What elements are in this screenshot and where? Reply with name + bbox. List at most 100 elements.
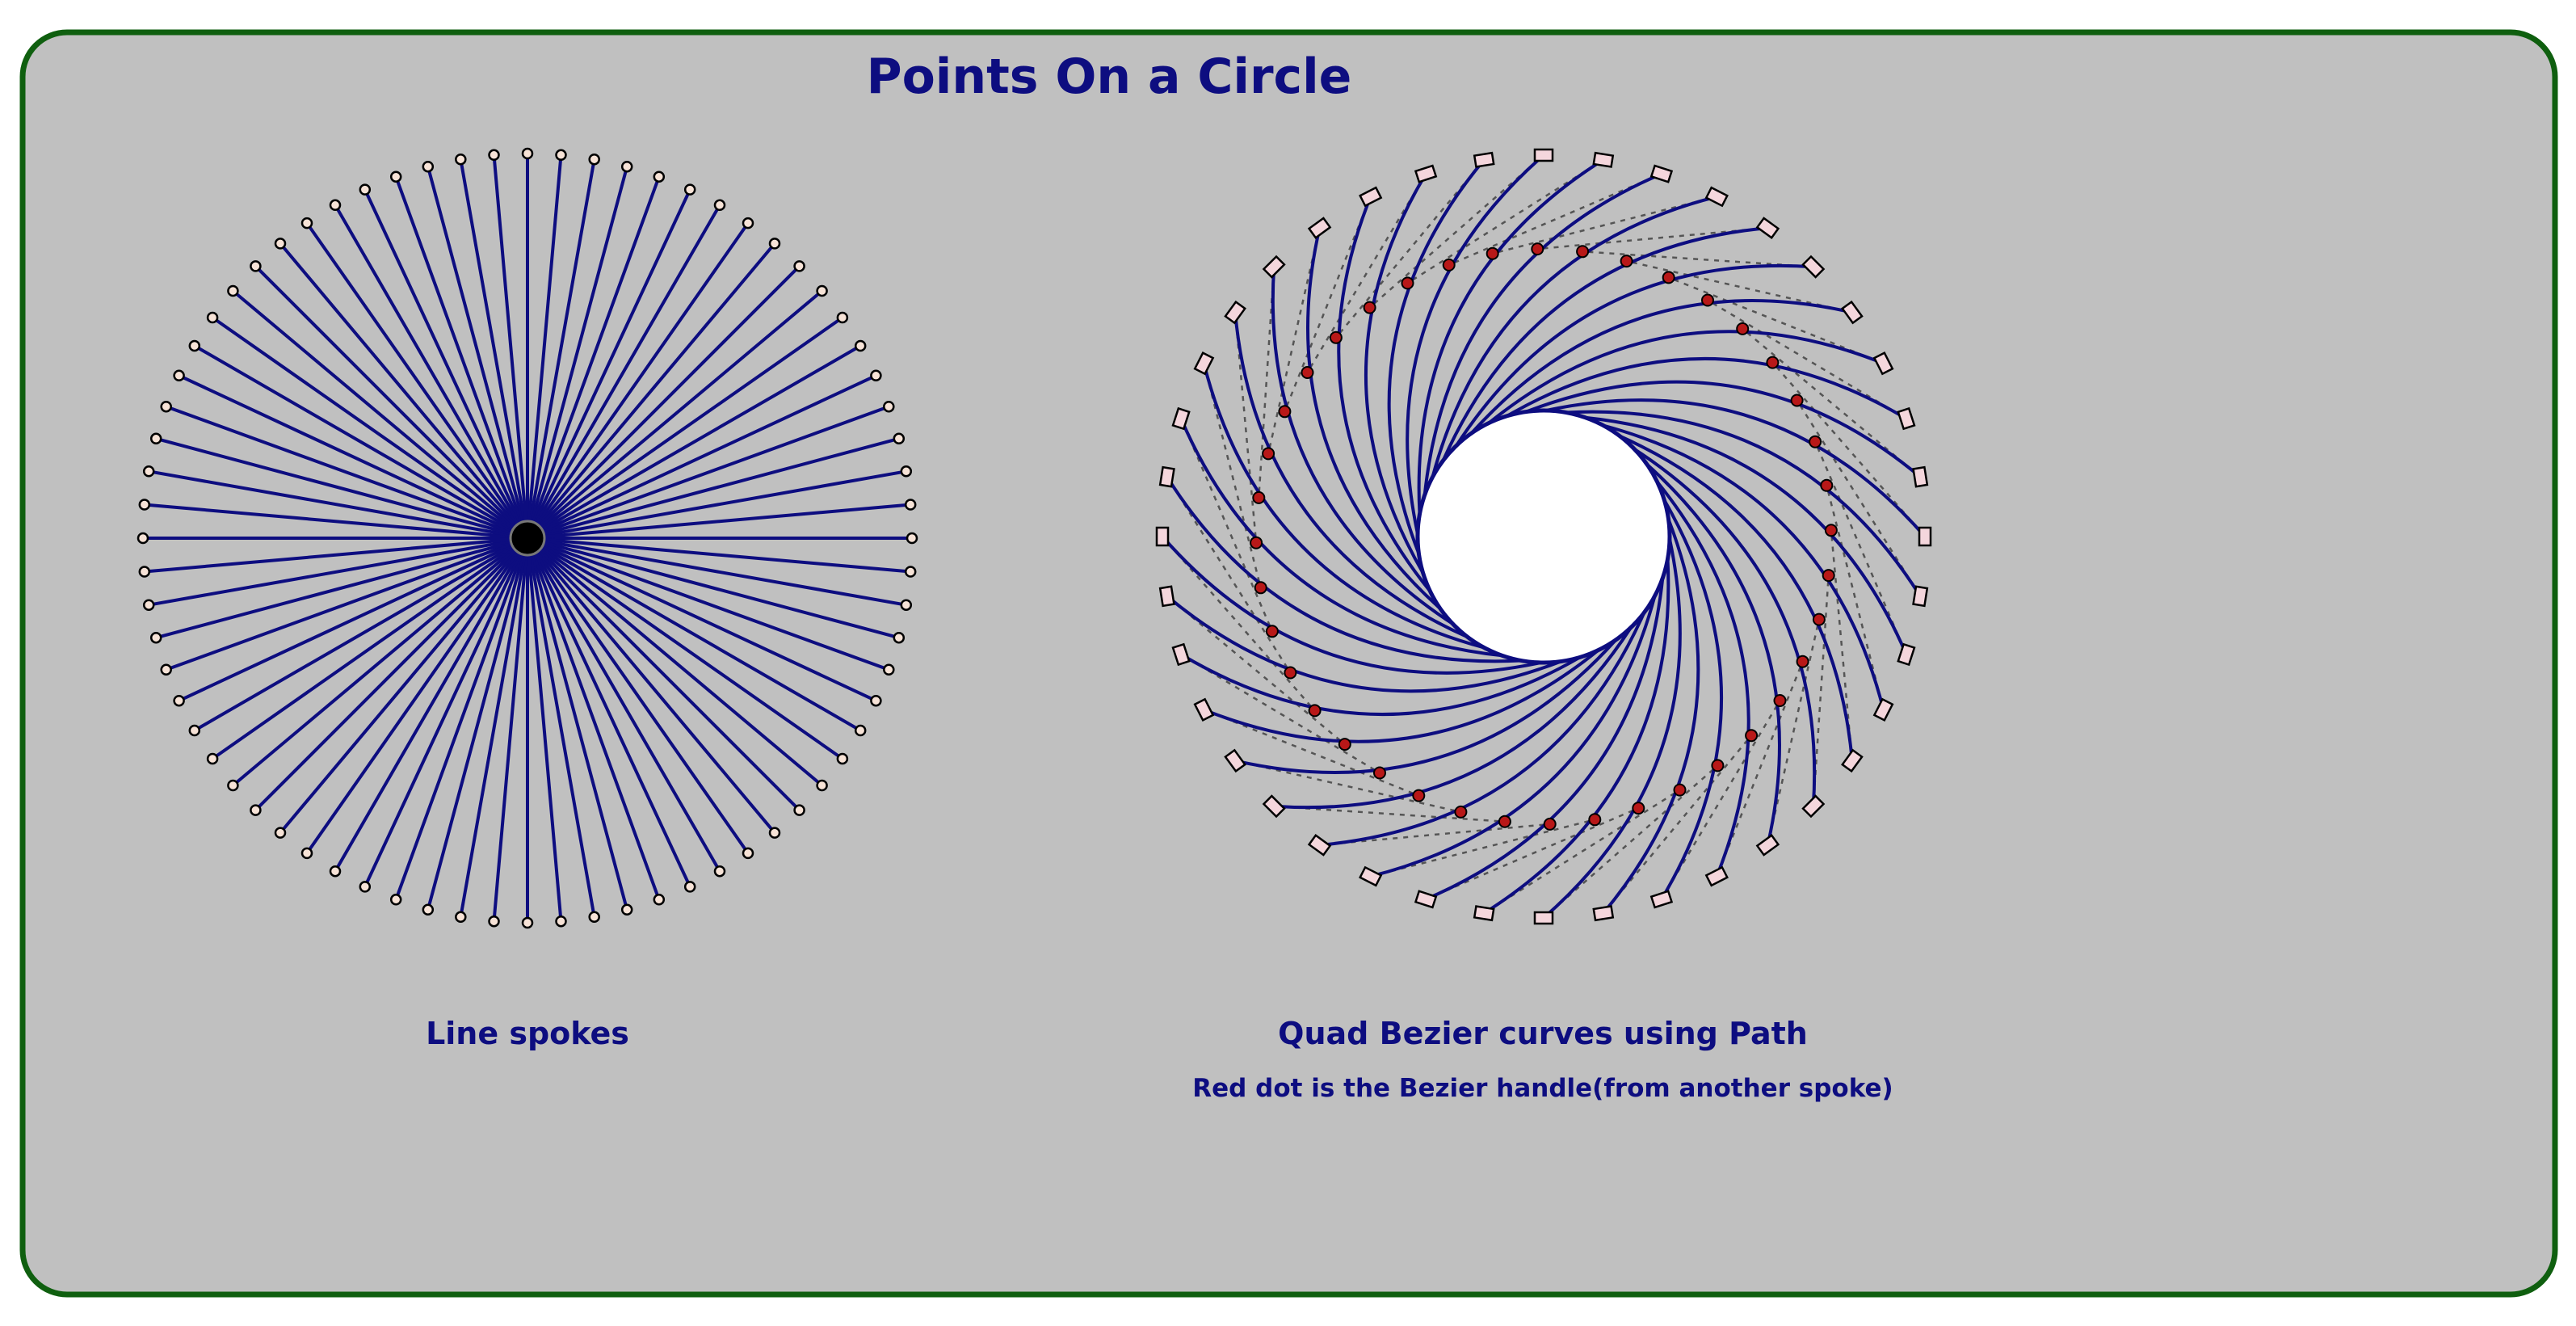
spoke-line bbox=[211, 537, 529, 760]
spoke-line bbox=[527, 436, 900, 540]
endpoint-marker bbox=[1155, 526, 1170, 547]
spoke-endpoint bbox=[188, 339, 201, 352]
spoke-line bbox=[527, 373, 877, 540]
endpoint-marker bbox=[1224, 300, 1246, 325]
spoke-line bbox=[394, 537, 529, 900]
endpoint-marker bbox=[1533, 911, 1554, 925]
spoke-line bbox=[527, 469, 907, 540]
spoke-line bbox=[155, 537, 528, 640]
bezier-handle-dot bbox=[1822, 569, 1835, 583]
bezier-curve bbox=[1161, 535, 1542, 675]
spoke-endpoint bbox=[455, 153, 467, 166]
spoke-endpoint bbox=[854, 339, 867, 352]
spoke-line bbox=[193, 537, 529, 732]
spoke-line bbox=[526, 188, 692, 539]
endpoint-markers bbox=[1155, 148, 1932, 925]
spoke-endpoint bbox=[149, 432, 162, 445]
bezier-handle-dot bbox=[1284, 666, 1297, 680]
spoke-line bbox=[526, 221, 750, 540]
spoke-endpoint bbox=[488, 149, 500, 162]
spoke-line bbox=[527, 537, 889, 671]
spoke-endpoint bbox=[142, 599, 155, 611]
spoke-endpoint bbox=[138, 499, 151, 511]
handle-guide-line bbox=[1796, 399, 1922, 597]
handle-guide-line bbox=[1767, 619, 1821, 846]
hub-dot bbox=[509, 520, 546, 557]
endpoint-marker bbox=[1872, 351, 1894, 376]
spoke-endpoint bbox=[588, 153, 600, 166]
spoke-line bbox=[526, 537, 862, 732]
spoke-line bbox=[526, 158, 596, 539]
bezier-curve bbox=[1602, 519, 1700, 915]
handle-guide-line bbox=[1742, 327, 1922, 478]
spoke-line bbox=[178, 537, 528, 703]
bezier-handle-dot bbox=[1543, 817, 1557, 831]
spoke-endpoint bbox=[713, 865, 726, 878]
spoke-endpoint bbox=[160, 400, 172, 413]
spoke-endpoint bbox=[137, 532, 149, 545]
bezier-curve bbox=[1166, 595, 1561, 693]
spoke-line bbox=[492, 537, 529, 922]
bezier-curve bbox=[1233, 312, 1469, 639]
endpoint-marker bbox=[1158, 585, 1175, 608]
spoke-endpoint bbox=[620, 903, 633, 916]
handle-guide-line bbox=[1179, 418, 1274, 632]
spoke-endpoint bbox=[683, 881, 696, 893]
spoke-endpoint bbox=[904, 566, 917, 578]
spoke-line bbox=[254, 264, 529, 540]
handle-dots bbox=[1250, 242, 1838, 831]
spoke-endpoint bbox=[188, 724, 201, 737]
handle-guide-line bbox=[1425, 806, 1639, 901]
spoke-line bbox=[527, 537, 911, 574]
bezier-handle-dot bbox=[1796, 655, 1809, 668]
bezier-handle-dot bbox=[1701, 293, 1714, 307]
bezier-curve bbox=[1370, 596, 1657, 878]
endpoint-marker bbox=[1171, 406, 1191, 431]
endpoint-marker bbox=[1897, 642, 1916, 667]
spoke-line bbox=[526, 537, 629, 911]
bezier-curve bbox=[1526, 380, 1922, 478]
spoke-line bbox=[526, 242, 776, 540]
spoke-endpoint bbox=[142, 465, 155, 478]
bezier-curve bbox=[1619, 434, 1854, 761]
bezier-curve bbox=[1455, 263, 1813, 447]
handle-guide-line bbox=[1368, 154, 1544, 309]
endpoint-marker bbox=[1262, 794, 1286, 819]
spoke-endpoint bbox=[900, 465, 913, 478]
spoke-endpoint bbox=[836, 311, 849, 324]
spoke-endpoint bbox=[742, 217, 754, 229]
spoke-endpoint bbox=[768, 827, 781, 839]
handle-guide-line bbox=[1306, 173, 1427, 373]
endpoint-marker bbox=[1262, 255, 1286, 279]
bezier-handle-dot bbox=[1338, 738, 1351, 751]
spoke-endpoint bbox=[793, 260, 805, 272]
bezier-subcaption: Red dot is the Bezier handle(from anothe… bbox=[1192, 1074, 1893, 1103]
spoke-endpoint bbox=[521, 916, 534, 929]
spoke-endpoint bbox=[883, 663, 895, 676]
endpoint-marker bbox=[1171, 642, 1191, 667]
endpoint-marker bbox=[1841, 748, 1864, 773]
bezier-curve bbox=[1425, 578, 1665, 901]
bezier-curve bbox=[1645, 463, 1781, 846]
bezier-handle-dot bbox=[1278, 405, 1292, 419]
spoke-line bbox=[526, 204, 721, 540]
bezier-handle-dot bbox=[1588, 813, 1602, 827]
spoke-endpoint bbox=[359, 183, 372, 196]
handle-guide-line bbox=[1258, 267, 1275, 498]
spoke-endpoint bbox=[173, 369, 185, 382]
bezier-curve bbox=[1364, 173, 1427, 575]
spoke-line bbox=[526, 537, 596, 918]
endpoint-marker bbox=[1473, 151, 1495, 168]
handle-guide-line bbox=[1203, 363, 1262, 588]
bezier-handle-dot bbox=[1498, 815, 1511, 828]
bezier-handle-dot bbox=[1736, 322, 1750, 335]
bezier-curve bbox=[1274, 626, 1633, 810]
spoke-line bbox=[526, 537, 750, 855]
bezier-handle-dot bbox=[1308, 704, 1322, 718]
bezier-curve bbox=[1337, 196, 1432, 593]
endpoint-marker bbox=[1473, 905, 1495, 922]
bezier-curve bbox=[1166, 476, 1522, 663]
handle-guide-line bbox=[1483, 789, 1681, 915]
bezier-curve bbox=[1487, 330, 1885, 425]
bezier-handle-dot bbox=[1486, 246, 1499, 260]
